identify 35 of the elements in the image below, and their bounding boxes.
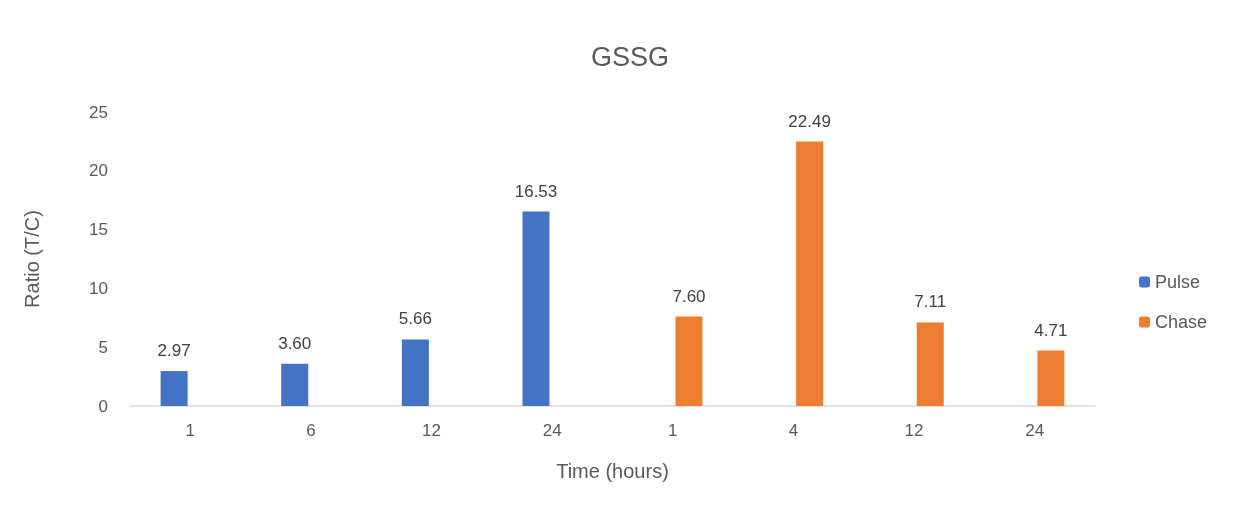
data-label: 2.97 — [157, 341, 191, 361]
x-tick-label: 1 — [185, 421, 196, 440]
x-tick-label: 12 — [904, 421, 924, 440]
data-label: 4.71 — [1034, 320, 1068, 340]
bar — [1037, 350, 1065, 406]
x-tick-label: 24 — [1025, 421, 1045, 440]
y-axis-title: Ratio (T/C) — [21, 210, 43, 308]
legend-label: Chase — [1155, 312, 1208, 332]
y-tick-label: 25 — [89, 102, 108, 122]
y-tick-label: 5 — [98, 337, 108, 357]
bar — [796, 141, 824, 406]
bar — [401, 339, 429, 406]
x-tick-label: 4 — [788, 421, 799, 440]
x-axis-title: Time (hours) — [556, 460, 669, 482]
bar — [675, 316, 703, 406]
data-label: 5.66 — [398, 309, 432, 329]
legend-label: Pulse — [1155, 272, 1201, 292]
x-tick-label: 12 — [422, 421, 442, 440]
data-label: 16.53 — [514, 181, 558, 201]
data-label: 7.11 — [914, 292, 947, 312]
data-label: 22.49 — [788, 111, 831, 131]
data-label: 7.60 — [672, 286, 706, 306]
y-tick-label: 15 — [89, 220, 108, 240]
bar — [160, 371, 188, 406]
x-tick-label: 24 — [542, 421, 562, 440]
y-tick-label: 0 — [98, 396, 108, 416]
y-tick-label: 10 — [89, 278, 108, 298]
y-tick-label: 20 — [89, 161, 108, 181]
bar — [522, 211, 550, 406]
chart-title: GSSG — [590, 41, 670, 72]
x-tick-label: 6 — [306, 421, 316, 440]
bar — [281, 363, 309, 406]
x-tick-label: 1 — [668, 421, 678, 440]
data-label: 3.60 — [278, 333, 312, 353]
bar — [916, 322, 944, 406]
